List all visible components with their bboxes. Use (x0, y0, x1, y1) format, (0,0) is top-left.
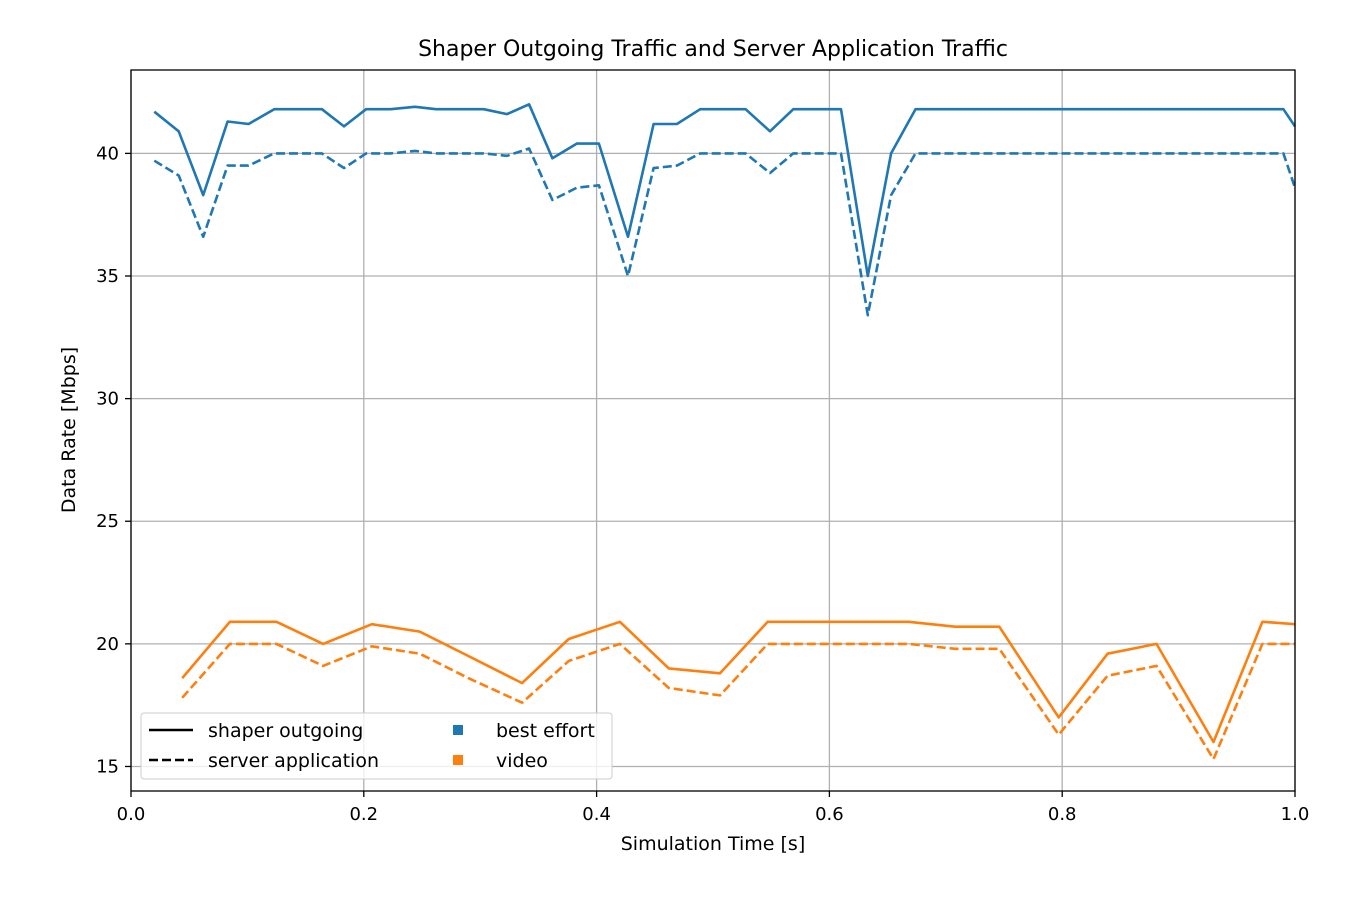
legend-label-server-application: server application (208, 750, 379, 772)
x-tick-label: 0.2 (349, 804, 378, 825)
x-axis-label: Simulation Time [s] (621, 833, 806, 855)
legend-label-best-effort: best effort (496, 720, 595, 742)
y-tick-label: 35 (96, 266, 119, 287)
legend: shaper outgoing server application best … (140, 712, 613, 780)
legend-best-effort-swatch (453, 725, 463, 735)
x-tick-label: 0.0 (117, 804, 146, 825)
legend-box (140, 712, 613, 780)
y-tick-label: 40 (96, 143, 119, 164)
plot-frame (130, 69, 1296, 792)
x-tick-label: 0.6 (815, 804, 844, 825)
x-tick-label: 0.4 (582, 804, 611, 825)
x-tick-label: 1.0 (1281, 804, 1310, 825)
legend-label-shaper-outgoing: shaper outgoing (208, 720, 363, 742)
y-axis-label: Data Rate [Mbps] (58, 347, 80, 513)
y-tick-label: 20 (96, 634, 119, 655)
series-line-video-server-application (181, 642, 1295, 761)
series-line-best-effort-server-application (153, 147, 1297, 317)
series-layer (153, 103, 1297, 761)
series-line-video-shaper-outgoing (181, 620, 1296, 744)
y-tick-label: 15 (96, 756, 119, 777)
series-line-best-effort-shaper-outgoing (153, 103, 1297, 278)
y-tick-label: 30 (96, 389, 119, 410)
ticks: 0.0 0.2 0.4 0.6 0.8 1.0 15 20 25 30 35 40 (96, 143, 1309, 825)
legend-label-video: video (496, 750, 548, 772)
x-tick-label: 0.8 (1048, 804, 1077, 825)
grid (130, 70, 1296, 791)
y-tick-label: 25 (96, 511, 119, 532)
chart-title: Shaper Outgoing Traffic and Server Appli… (418, 37, 1008, 62)
legend-video-swatch (453, 755, 463, 765)
